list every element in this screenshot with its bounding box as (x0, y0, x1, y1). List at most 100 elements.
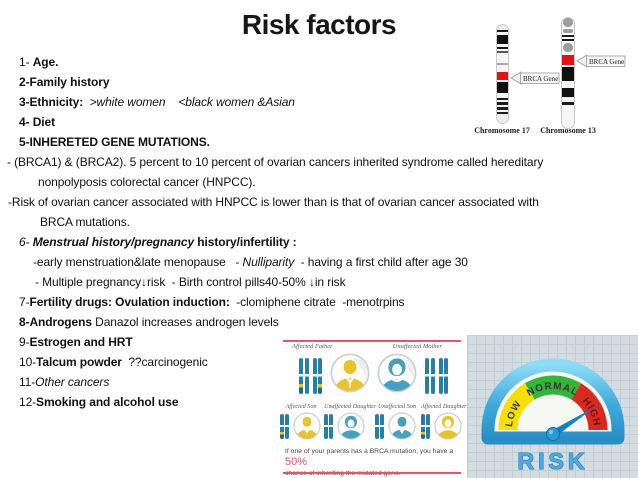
chromosome-band (562, 37, 574, 39)
body-line: - (BRCA1) & (BRCA2). 5 percent to 10 per… (0, 152, 638, 172)
divider (283, 472, 461, 474)
chromosome-band (562, 35, 574, 37)
body-line: 6- Menstrual history/pregnancy history/i… (0, 232, 638, 252)
child-chromosomes (280, 414, 293, 439)
risk-gauge-graphic: LOW NORMAL HIGH RISK (481, 358, 625, 475)
arrow-label-box (520, 72, 560, 84)
father-chromosomes (299, 358, 324, 394)
child-unaffected-son: Unaffected Son (375, 403, 419, 440)
chromosome-band (562, 52, 574, 55)
chromosome-17-ideogram (496, 24, 509, 124)
chromosome-band (563, 18, 573, 27)
chromosome-13-label: Chromosome 13 (540, 126, 596, 135)
body-text-segment: - (BRCA1) & (BRCA2). 5 percent to 10 per… (7, 155, 544, 169)
body-text-segment: Menstrual history/pregnancy (32, 235, 198, 249)
body-line: 9-Estrogen and HRT (0, 332, 638, 352)
body-text-segment: 8-Androgens (19, 315, 92, 329)
risk-factor-list: 1- Age. 2-Family history 3-Ethnicity: >whi… (0, 52, 638, 412)
chromosome-band (497, 107, 508, 110)
child-chromosomes (421, 414, 434, 439)
body-text-segment: 6- (19, 235, 33, 249)
risk-gauge-image: LOW NORMAL HIGH RISK (467, 335, 638, 478)
chromosome-band (497, 53, 508, 63)
body-text-segment: 12- (19, 395, 37, 409)
body-text-segment: 9- (19, 335, 30, 349)
body-text-segment: 7- (19, 295, 30, 309)
brca-chromosome-diagram: BRCA Gene 1 BRCA Gene 2 Chromosome 17 Ch… (474, 5, 638, 145)
chromosome-band (562, 41, 574, 43)
chromosome-band (497, 93, 508, 98)
chromosome-band (562, 97, 574, 102)
brca-gene-1-arrow: BRCA Gene 1 (510, 71, 560, 85)
chromosome-band (497, 44, 508, 47)
body-text-segment: -early menstruation&late menopause - (33, 255, 243, 269)
chromosome-band (563, 43, 573, 52)
body-text-segment: 2-Family history (19, 75, 110, 89)
arrow-label-box (586, 55, 626, 67)
chromosome-band (497, 47, 508, 49)
body-text-segment: Danazol increases androgen levels (91, 315, 279, 329)
brca-inheritance-infographic: Affected Father Unaffected Mother (278, 337, 468, 478)
chromosome-band (562, 81, 574, 88)
chromosome-band (497, 105, 508, 107)
body-text-segment: >white women <black women &Asian (83, 95, 295, 109)
chromosome-band (562, 105, 574, 123)
body-line: 1- Age. (0, 52, 638, 72)
chromosome-band (562, 102, 574, 105)
affected-son-icon (292, 412, 321, 440)
affected-daughter-icon (433, 412, 462, 440)
chromosome-band (562, 55, 574, 65)
body-line: 8-Androgens Danazol increases androgen l… (0, 312, 638, 332)
chromosome-band (497, 63, 508, 65)
chromosome-band (497, 110, 508, 112)
unaffected-mother-icon (377, 353, 417, 393)
body-line: 4- Diet (0, 112, 638, 132)
body-line: - Multiple pregnancy↓risk - Birth contro… (0, 272, 638, 292)
gauge-hub (546, 427, 560, 441)
chromosome-band (562, 27, 574, 29)
body-text-segment: nonpolyposis colorectal cancer (HNPCC). (38, 175, 256, 189)
body-text-segment: Smoking and alcohol use (36, 395, 179, 409)
unaffected-daughter-icon (336, 412, 365, 440)
body-text-segment: 11- (19, 375, 36, 389)
body-text-segment: Other cancers (35, 375, 110, 389)
body-line: BRCA mutations. (0, 212, 638, 232)
chromosome-band (497, 51, 508, 53)
affected-father-label: Affected Father (292, 343, 333, 350)
body-text-segment: BRCA mutations. (40, 215, 130, 229)
gauge-needle (551, 407, 595, 438)
body-text-segment: Age. (32, 55, 59, 69)
body-line: 3-Ethnicity: >white women <black women &… (0, 92, 638, 112)
brca-gene-2-label: BRCA Gene 2 (589, 58, 626, 66)
brca-gene-2-arrow: BRCA Gene 2 (576, 54, 626, 68)
chromosome-band (497, 82, 508, 93)
body-text-segment: Estrogen and HRT (29, 335, 133, 349)
body-text-segment: 10- (19, 355, 37, 369)
body-text-segment: ??carcinogenic (121, 355, 208, 369)
body-line: 11-Other cancers (0, 372, 638, 392)
body-line: 7-Fertility drugs: Ovulation induction: … (0, 292, 638, 312)
chromosome-band (497, 100, 508, 102)
member-label: Affected Daughter (421, 403, 467, 410)
caption-text-1: If one of your parents has a BRCA mutati… (285, 448, 454, 455)
member-label: Unaffected Daughter (324, 403, 377, 410)
mother-chromosomes (425, 358, 450, 394)
chromosome-band (563, 29, 573, 33)
gauge-frame (481, 358, 625, 445)
chromosome-band (497, 98, 508, 100)
body-text-segment: -clomiphene citrate -menotrpins (229, 295, 405, 309)
risk-text: RISK (518, 448, 589, 474)
body-text-segment: 3-Ethnicity: (19, 95, 84, 109)
child-affected-son: Affected Son (280, 403, 322, 440)
caption-percentage: 50% (285, 456, 308, 468)
member-label: Affected Son (285, 403, 317, 410)
chromosome-band (562, 88, 574, 97)
brca-gene-1-label: BRCA Gene 1 (523, 75, 560, 83)
chromosome-band (497, 102, 508, 105)
body-text-segment: Nulliparity (242, 255, 295, 269)
body-line: -early menstruation&late menopause - Nul… (0, 252, 638, 272)
body-text-segment: history/infertility : (197, 235, 297, 249)
body-text-segment: -Risk of ovarian cancer associated with … (8, 195, 539, 209)
chromosome-band (497, 25, 508, 30)
